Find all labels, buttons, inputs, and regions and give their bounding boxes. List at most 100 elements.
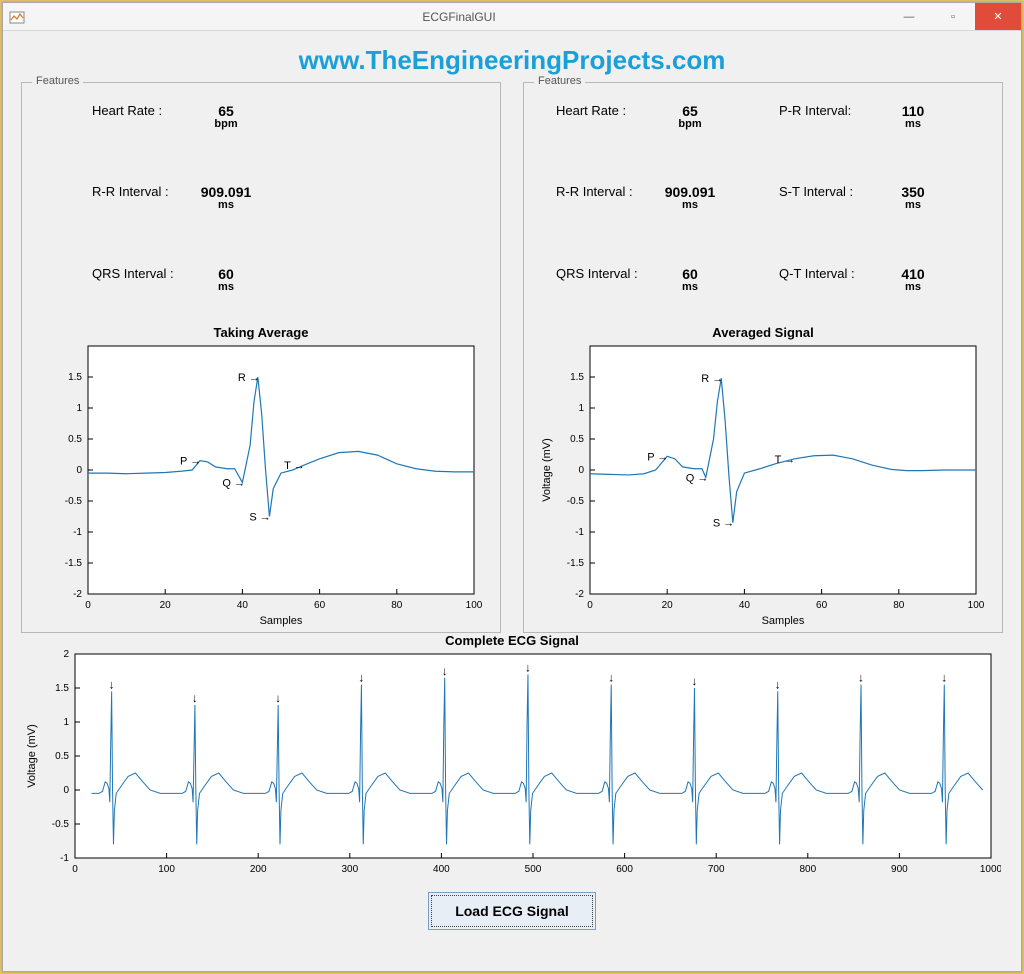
feature-unit: ms (682, 199, 698, 211)
feature-value: 65 (218, 103, 234, 119)
svg-text:T →: T → (284, 460, 305, 472)
svg-text:0.5: 0.5 (68, 434, 82, 445)
svg-text:0: 0 (76, 465, 82, 476)
feature-st-interval: S-T Interval : 350ms (779, 184, 982, 235)
feature-unit: ms (905, 281, 921, 293)
panel-legend: Features (534, 75, 585, 87)
feature-heart-rate: Heart Rate : 65bpm (556, 103, 759, 154)
feature-unit: ms (905, 199, 921, 211)
svg-text:300: 300 (341, 864, 358, 875)
feature-qrs-interval: QRS Interval : 60ms (556, 266, 759, 317)
window-title: ECGFinalGUI (31, 10, 887, 24)
left-features-panel: Features Heart Rate : 65bpm R-R Interval… (21, 82, 501, 633)
titlebar[interactable]: ECGFinalGUI — ▫ ✕ (3, 3, 1021, 31)
feature-unit: ms (218, 199, 234, 211)
maximize-button[interactable]: ▫ (931, 3, 975, 30)
close-button[interactable]: ✕ (975, 3, 1021, 30)
app-window: ECGFinalGUI — ▫ ✕ www.TheEngineeringProj… (2, 2, 1022, 972)
minimize-button[interactable]: — (887, 3, 931, 30)
feature-unit: ms (218, 281, 234, 293)
svg-text:↓: ↓ (525, 660, 531, 674)
feature-label: P-R Interval: (779, 103, 869, 118)
left-features-grid: Heart Rate : 65bpm R-R Interval : 909.09… (34, 91, 488, 323)
feature-value: 110 (902, 103, 925, 119)
feature-label: R-R Interval : (92, 184, 182, 199)
svg-text:700: 700 (708, 864, 725, 875)
feature-qrs-interval: QRS Interval : 60ms (92, 266, 480, 317)
svg-text:0.5: 0.5 (570, 434, 584, 445)
svg-text:40: 40 (739, 600, 751, 611)
svg-text:900: 900 (891, 864, 908, 875)
svg-text:1: 1 (578, 403, 584, 414)
svg-text:2: 2 (63, 649, 69, 660)
svg-text:1: 1 (63, 717, 69, 728)
feature-label: R-R Interval : (556, 184, 646, 199)
svg-text:0: 0 (587, 600, 593, 611)
svg-text:80: 80 (391, 600, 403, 611)
svg-text:20: 20 (160, 600, 172, 611)
svg-text:100: 100 (968, 600, 985, 611)
svg-text:100: 100 (158, 864, 175, 875)
svg-text:-1.5: -1.5 (567, 558, 585, 569)
feature-value: 909.091 (201, 184, 252, 200)
feature-rr-interval: R-R Interval : 909.091ms (556, 184, 759, 235)
svg-text:1000: 1000 (980, 864, 1001, 875)
feature-value: 65 (682, 103, 698, 119)
feature-value: 410 (901, 266, 924, 282)
svg-text:-2: -2 (575, 589, 584, 600)
svg-text:60: 60 (314, 600, 326, 611)
svg-text:0: 0 (63, 785, 69, 796)
svg-text:Q →: Q → (686, 472, 709, 484)
feature-qt-interval: Q-T Interval : 410ms (779, 266, 982, 317)
feature-label: QRS Interval : (556, 266, 646, 281)
left-chart: 020406080100-2-1.5-1-0.500.511.5SamplesP… (34, 340, 488, 628)
svg-text:0: 0 (85, 600, 91, 611)
load-ecg-button[interactable]: Load ECG Signal (428, 892, 596, 930)
svg-text:200: 200 (250, 864, 267, 875)
svg-text:↓: ↓ (941, 671, 947, 685)
panel-legend: Features (32, 75, 83, 87)
svg-text:T →: T → (775, 454, 796, 466)
svg-text:-1: -1 (60, 853, 69, 864)
feature-unit: bpm (678, 118, 701, 130)
svg-text:↓: ↓ (775, 677, 781, 691)
svg-text:500: 500 (525, 864, 542, 875)
svg-text:0.5: 0.5 (55, 751, 69, 762)
bottom-chart-title: Complete ECG Signal (21, 633, 1003, 648)
svg-text:1: 1 (76, 403, 82, 414)
svg-text:1.5: 1.5 (68, 372, 82, 383)
svg-text:↓: ↓ (275, 691, 281, 705)
svg-text:-0.5: -0.5 (65, 496, 83, 507)
svg-text:1.5: 1.5 (55, 683, 69, 694)
app-icon (9, 9, 25, 25)
svg-text:Samples: Samples (260, 615, 303, 627)
svg-text:↓: ↓ (858, 671, 864, 685)
window-controls: — ▫ ✕ (887, 3, 1021, 30)
svg-text:80: 80 (893, 600, 905, 611)
svg-text:↓: ↓ (442, 664, 448, 678)
feature-label: Heart Rate : (92, 103, 182, 118)
feature-label: Q-T Interval : (779, 266, 869, 281)
svg-text:-0.5: -0.5 (567, 496, 585, 507)
svg-text:Q →: Q → (222, 477, 245, 489)
svg-text:R →: R → (701, 373, 723, 385)
svg-text:S →: S → (249, 512, 270, 524)
svg-text:400: 400 (433, 864, 450, 875)
svg-text:-1: -1 (575, 527, 584, 538)
svg-text:100: 100 (466, 600, 483, 611)
svg-text:0: 0 (72, 864, 78, 875)
right-chart-title: Averaged Signal (536, 325, 990, 340)
svg-text:0: 0 (578, 465, 584, 476)
svg-text:Voltage (mV): Voltage (mV) (26, 724, 38, 788)
svg-text:1.5: 1.5 (570, 372, 584, 383)
feature-pr-interval: P-R Interval: 110ms (779, 103, 982, 154)
banner-link[interactable]: www.TheEngineeringProjects.com (21, 45, 1003, 76)
feature-unit: ms (682, 281, 698, 293)
panels-row: Features Heart Rate : 65bpm R-R Interval… (21, 82, 1003, 633)
bottom-chart: 01002003004005006007008009001000-1-0.500… (21, 648, 1003, 888)
svg-text:R →: R → (238, 372, 260, 384)
svg-text:P →: P → (180, 456, 201, 468)
feature-unit: bpm (214, 118, 237, 130)
feature-value: 909.091 (665, 184, 716, 200)
right-chart: 020406080100-2-1.5-1-0.500.511.5SamplesV… (536, 340, 990, 628)
